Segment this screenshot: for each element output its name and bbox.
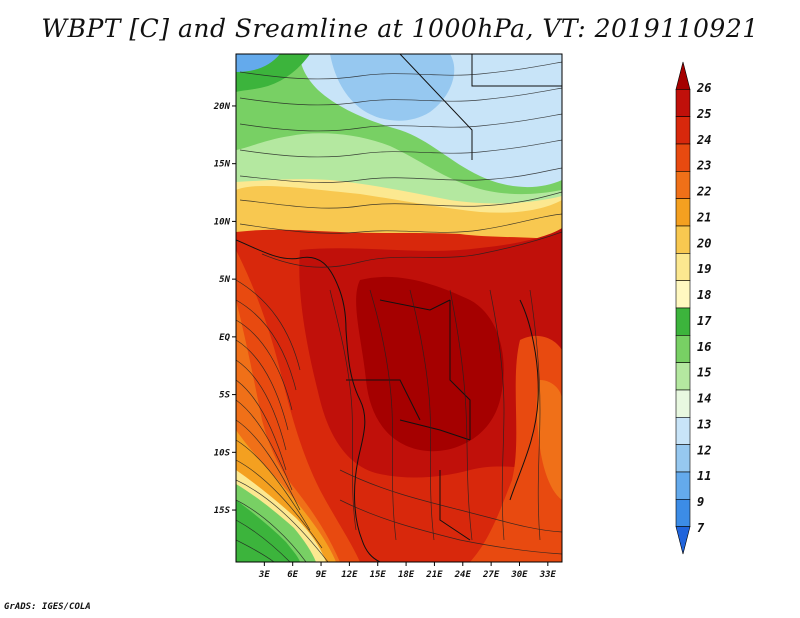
colorbar-segment [675, 499, 691, 527]
chart-title: WBPT [C] and Sreamline at 1000hPa, VT: 2… [41, 14, 759, 43]
colorbar-segment [675, 89, 691, 117]
lon-label: 3E [258, 570, 270, 580]
colorbar-segment [675, 335, 691, 363]
lon-label: 27E [482, 570, 500, 580]
colorbar-label: 23 [696, 159, 711, 173]
colorbar-segment [675, 116, 691, 145]
lat-label: 10S [214, 448, 231, 458]
colorbar-label: 17 [697, 314, 712, 328]
colorbar-segment [675, 307, 691, 336]
colorbar-label: 20 [696, 236, 711, 250]
colorbar: 26 25 24 23 22 21 20 19 18 17 16 15 14 13 12 11 9 7 [675, 61, 712, 555]
colorbar-segment [675, 526, 691, 555]
colorbar-label: 7 [697, 521, 705, 535]
colorbar-segment [675, 225, 691, 254]
latitude-axis: 20N 15N 10N 5N EQ 5S 10S 15S [213, 102, 236, 516]
longitude-axis: 3E 6E 9E 12E 15E 18E 21E 24E 27E 30E 33E [258, 562, 557, 580]
colorbar-label: 22 [696, 185, 711, 199]
lat-label: 15S [214, 506, 231, 516]
lon-label: 6E [287, 570, 298, 580]
colorbar-label: 11 [697, 469, 711, 483]
colorbar-segment [675, 389, 691, 418]
colorbar-segment [675, 143, 691, 172]
colorbar-label: 14 [697, 392, 711, 406]
colorbar-segment [675, 253, 691, 281]
colorbar-segment [675, 280, 691, 309]
colorbar-label: 9 [697, 495, 704, 509]
colorbar-label: 12 [697, 443, 711, 457]
colorbar-label: 19 [697, 262, 711, 276]
colorbar-segment [675, 171, 691, 199]
lon-label: 9E [316, 570, 327, 580]
colorbar-segment [675, 198, 691, 227]
lat-label: EQ [219, 333, 230, 343]
colorbar-label: 24 [696, 133, 711, 147]
lon-label: 15E [370, 570, 387, 580]
lat-label: 5N [219, 275, 230, 285]
colorbar-label: 16 [697, 340, 711, 354]
colorbar-label: 15 [697, 366, 711, 380]
lon-label: 12E [341, 570, 358, 580]
colorbar-segment [675, 417, 691, 445]
lat-label: 5S [219, 391, 230, 401]
map-frame [235, 53, 563, 563]
wbpt-field [236, 54, 562, 562]
grads-credit: GrADS: IGES/COLA [4, 602, 91, 612]
colorbar-label: 26 [696, 81, 711, 95]
colorbar-segment [675, 444, 691, 473]
lon-label: 30E [510, 570, 528, 580]
colorbar-segment [675, 61, 691, 90]
lat-label: 15N [214, 160, 231, 170]
colorbar-label: 25 [696, 107, 711, 121]
colorbar-label: 18 [697, 288, 711, 302]
lon-label: 21E [425, 570, 443, 580]
lon-label: 18E [398, 570, 415, 580]
lon-label: 24E [454, 570, 472, 580]
colorbar-segment [675, 362, 691, 391]
colorbar-label: 13 [697, 417, 711, 431]
colorbar-segment [675, 471, 691, 500]
lat-label: 10N [214, 217, 231, 227]
lat-label: 20N [213, 102, 231, 112]
colorbar-label: 21 [696, 210, 711, 224]
lon-label: 33E [539, 570, 557, 580]
